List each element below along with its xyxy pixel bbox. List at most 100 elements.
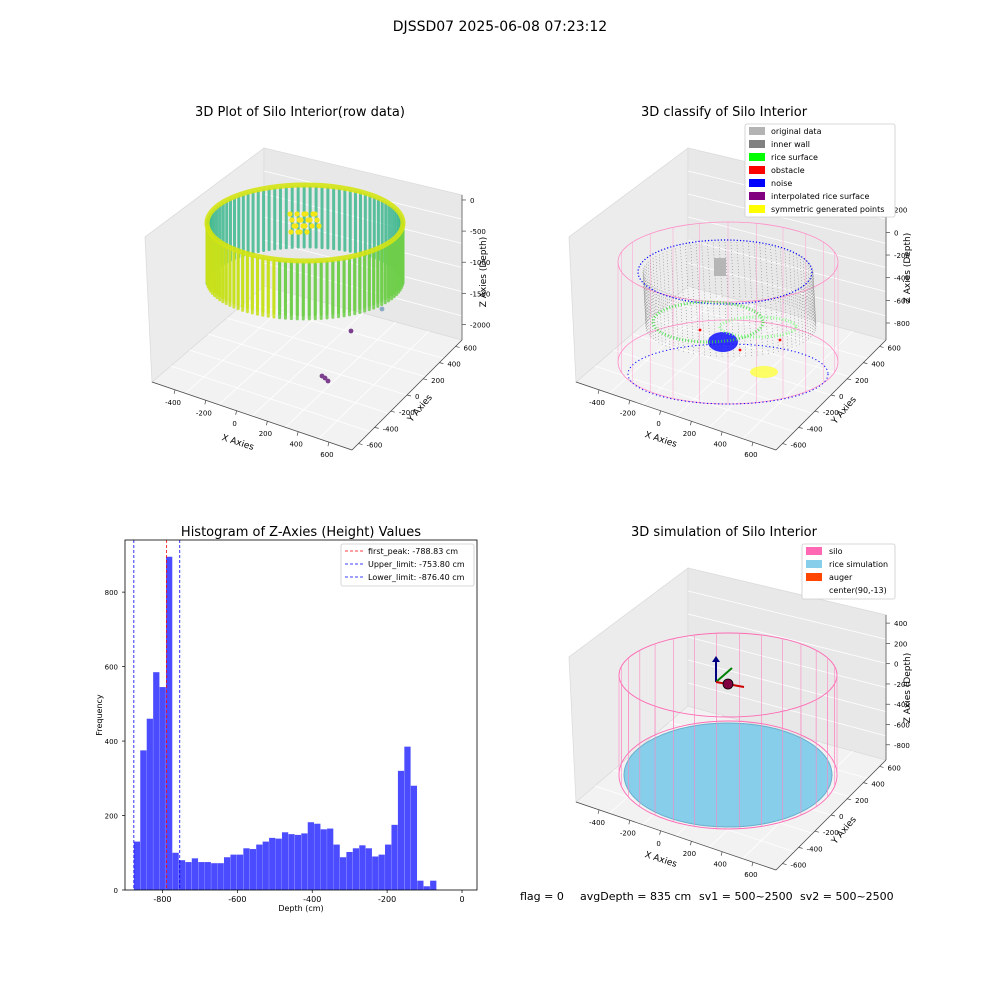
- inner-wall-stroke: [645, 280, 650, 336]
- inner-wall-stroke: [647, 261, 652, 317]
- raw-3d-ticks: -400-2000200400600-600-400-2000200400600…: [165, 197, 490, 459]
- histogram-title: Histogram of Z-Axies (Height) Values: [181, 525, 421, 540]
- histogram-vlines: [133, 540, 181, 890]
- axis-arrow-head: [712, 656, 720, 662]
- inner-wall-stroke: [658, 254, 663, 310]
- histogram-ticks: -800 -600 -400 -200 0 0 200 400 600 800: [105, 589, 465, 904]
- inner-wall-stroke: [650, 259, 654, 315]
- z-tick-label: -400: [894, 701, 910, 709]
- inner-cluster-point: [304, 229, 310, 235]
- inner-wall-stroke: [753, 300, 758, 356]
- histogram-bar: [385, 844, 392, 890]
- inner-wall-stroke: [809, 280, 814, 336]
- inner-wall-stroke: [770, 297, 774, 353]
- legend-swatch: [749, 153, 765, 161]
- y-tick: [798, 847, 803, 849]
- inner-wall-stroke: [811, 267, 816, 323]
- x-tick-label: -200: [196, 409, 212, 417]
- x-tick-label: 600: [320, 451, 333, 459]
- y-tick-label: 400: [871, 781, 884, 789]
- outlier-point: [348, 328, 354, 334]
- inner-wall-stroke: [802, 257, 807, 313]
- footer-status: flag = 0 avgDepth = 835 cm sv1 = 500~250…: [520, 890, 894, 903]
- noise-ring: [637, 239, 813, 305]
- histogram-bar: [417, 880, 424, 890]
- z-tick-label: -600: [894, 722, 910, 730]
- back-grid-line: [687, 613, 887, 664]
- y-tick-label: 200: [855, 797, 868, 805]
- y-tick: [798, 427, 803, 429]
- z-tick-label: 0: [894, 661, 898, 669]
- y-tick-label: 400: [105, 738, 118, 746]
- inner-wall-stroke: [680, 296, 684, 352]
- legend-label: original data: [771, 127, 822, 136]
- y-tick: [863, 782, 868, 784]
- y-tick-label: -400: [807, 425, 823, 433]
- y-tick: [830, 814, 836, 817]
- inner-wall-stroke: [658, 289, 663, 345]
- y-tick-label: 200: [855, 377, 868, 385]
- back-grid-line: [263, 239, 463, 293]
- y-tick: [406, 394, 412, 397]
- histogram-bar: [217, 863, 224, 890]
- floor-grid-line: [318, 330, 430, 439]
- x-tick-label: 200: [259, 430, 272, 438]
- panel-histogram: Histogram of Z-Axies (Height) Values -80…: [95, 525, 478, 913]
- inner-wall-stroke: [642, 271, 647, 328]
- histogram-bar: [378, 854, 385, 890]
- z-tick-label: -800: [894, 320, 910, 328]
- legend-label: obstacle: [771, 166, 805, 175]
- histogram-bar: [430, 880, 437, 890]
- footer-sv1: sv1 = 500~2500: [699, 890, 793, 903]
- inner-wall-stroke: [810, 265, 815, 321]
- z-tick-label: -1500: [470, 290, 490, 298]
- inner-wall-stroke: [645, 263, 650, 319]
- inner-wall-stroke: [642, 269, 647, 325]
- inner-wall-stroke: [644, 278, 649, 334]
- original-data-cluster: [714, 258, 726, 276]
- inner-cluster-point: [302, 223, 308, 229]
- legend-swatch: [806, 547, 822, 555]
- inner-wall-stroke: [742, 301, 747, 357]
- legend-swatch: [749, 166, 765, 174]
- outlier-point: [325, 378, 331, 384]
- histogram-bar: [159, 687, 166, 890]
- inner-wall-stroke: [652, 257, 657, 313]
- y-tick-label: 0: [839, 813, 843, 821]
- legend-swatch: [806, 573, 822, 581]
- histogram-bar: [230, 854, 237, 890]
- inner-cluster-point: [297, 229, 303, 235]
- noise-ring: [627, 343, 829, 405]
- x-tick-label: -200: [620, 829, 636, 837]
- inner-wall-stroke: [650, 284, 654, 340]
- x-tick-label: -400: [589, 399, 605, 407]
- inner-cluster-point: [307, 217, 313, 223]
- histogram-x-axis-label: Depth (cm): [278, 904, 323, 913]
- inner-wall-stroke: [652, 286, 657, 342]
- back-grid-line: [263, 170, 463, 220]
- z-tick-label: 200: [894, 207, 907, 215]
- x-tick: [204, 400, 207, 405]
- classify-3d-ticks: -400-2000200400600-600-400-2000200400600…: [589, 207, 910, 459]
- inner-wall-stroke: [675, 295, 679, 351]
- histogram-bar: [307, 822, 314, 890]
- z-tick-label: -200: [894, 252, 910, 260]
- panel-raw-title: 3D Plot of Silo Interior(row data): [195, 105, 405, 120]
- outlier-point: [379, 306, 385, 312]
- outlier-point: [322, 375, 328, 381]
- y-tick-label: -400: [807, 845, 823, 853]
- inner-wall-stroke: [770, 246, 774, 302]
- inner-wall-stroke: [811, 276, 816, 332]
- histogram-bar: [140, 750, 147, 890]
- inner-cluster-point: [309, 223, 315, 229]
- legend-frame: [801, 543, 896, 600]
- panel-raw-3d: 3D Plot of Silo Interior(row data) -400-…: [144, 105, 490, 459]
- legend-label: Lower_limit: -876.40 cm: [368, 573, 465, 582]
- raw-3d-points: [204, 182, 406, 384]
- y-tick-label: -600: [790, 862, 806, 870]
- legend-label: inner wall: [771, 140, 810, 149]
- inner-wall-stroke: [780, 248, 784, 304]
- y-tick: [455, 346, 460, 348]
- inner-wall-stroke: [788, 251, 793, 307]
- y-tick-label: 0: [839, 393, 843, 401]
